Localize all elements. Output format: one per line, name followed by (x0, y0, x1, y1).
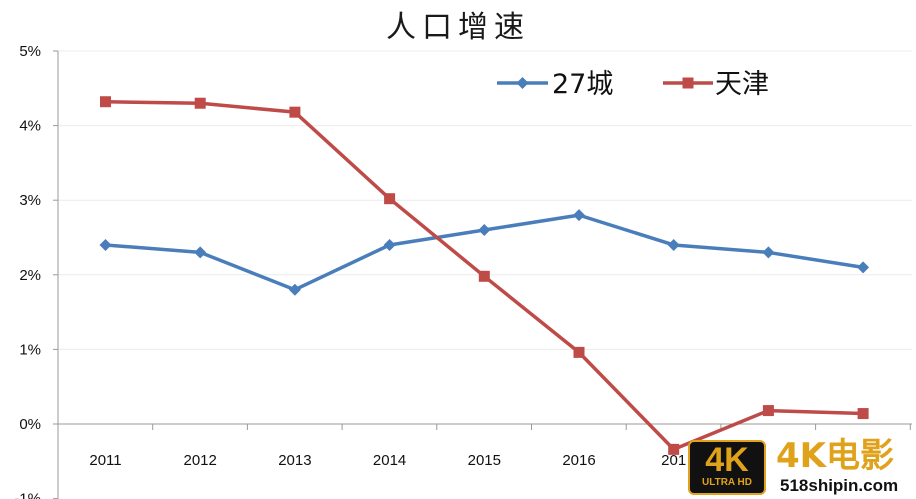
data-point (857, 408, 869, 420)
data-point (667, 238, 680, 251)
y-tick-label: 3% (19, 192, 41, 209)
y-tick-label: 0% (19, 416, 41, 433)
chart-title: 人口增速 (386, 10, 530, 45)
data-point (194, 246, 207, 259)
data-point (573, 209, 585, 222)
data-point (383, 238, 396, 251)
watermark-badge: 4K ULTRA HD (688, 440, 766, 495)
watermark: 4K ULTRA HD 4K电影 518shipin.com (684, 436, 916, 499)
legend-label: 天津 (715, 69, 769, 100)
x-tick-label: 2016 (562, 452, 595, 469)
data-point (762, 405, 774, 417)
data-point (288, 283, 301, 296)
data-point (668, 443, 680, 455)
data-point (573, 346, 585, 358)
data-point (762, 246, 775, 259)
data-point (384, 193, 396, 205)
watermark-brand: 4K电影 (776, 436, 895, 476)
legend-marker (682, 77, 694, 89)
data-point (100, 96, 111, 108)
data-point (289, 106, 301, 118)
legend-label: 27城 (552, 69, 613, 100)
x-tick-label: 2014 (373, 452, 406, 469)
x-tick-label: 2013 (278, 452, 311, 469)
y-tick-label: 5% (19, 43, 41, 60)
data-point (194, 97, 206, 109)
x-tick-label: 2012 (184, 452, 217, 469)
data-point (478, 270, 490, 282)
data-point (857, 261, 870, 274)
data-point (99, 238, 112, 251)
y-tick-label: -1% (14, 491, 41, 499)
y-tick-label: 4% (19, 118, 41, 135)
x-tick-label: 2015 (468, 452, 501, 469)
x-tick-label: 2011 (89, 452, 121, 469)
y-tick-label: 2% (19, 267, 41, 284)
watermark-site: 518shipin.com (780, 476, 899, 495)
watermark-badge-sub: ULTRA HD (702, 477, 752, 488)
data-point (478, 224, 491, 237)
x-tick-label: 201 (661, 452, 686, 469)
y-tick-label: 1% (19, 341, 41, 358)
watermark-badge-main: 4K (705, 441, 749, 479)
legend-marker (516, 77, 529, 89)
